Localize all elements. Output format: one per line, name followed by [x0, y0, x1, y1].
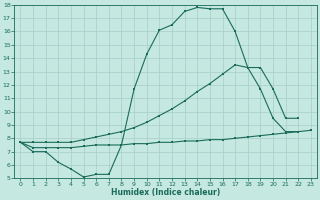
X-axis label: Humidex (Indice chaleur): Humidex (Indice chaleur) — [111, 188, 220, 197]
